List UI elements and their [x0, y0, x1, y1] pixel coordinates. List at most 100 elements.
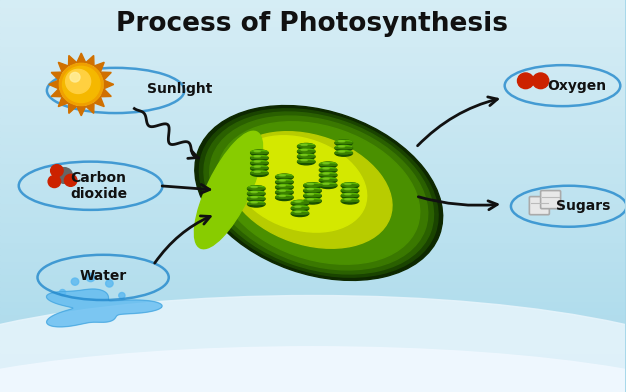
Circle shape — [533, 73, 549, 89]
Bar — [0, 333, 625, 340]
Ellipse shape — [335, 145, 352, 151]
Bar — [0, 26, 625, 33]
Ellipse shape — [339, 141, 345, 142]
Ellipse shape — [251, 171, 267, 174]
Ellipse shape — [345, 183, 351, 185]
Bar — [0, 170, 625, 176]
Ellipse shape — [298, 144, 314, 147]
Bar — [0, 98, 625, 105]
Text: Carbon
dioxide: Carbon dioxide — [70, 171, 127, 201]
Circle shape — [56, 168, 73, 183]
Ellipse shape — [341, 198, 359, 204]
Ellipse shape — [301, 160, 307, 161]
Ellipse shape — [342, 193, 358, 196]
Bar — [0, 274, 625, 281]
Ellipse shape — [319, 169, 337, 171]
Circle shape — [66, 69, 91, 93]
Ellipse shape — [291, 211, 309, 216]
Ellipse shape — [319, 162, 337, 168]
Ellipse shape — [0, 347, 626, 392]
Bar — [0, 59, 625, 65]
Ellipse shape — [298, 159, 314, 162]
Bar — [0, 7, 625, 13]
Bar — [0, 144, 625, 150]
Bar — [0, 39, 625, 46]
Ellipse shape — [276, 174, 292, 178]
Ellipse shape — [292, 201, 308, 204]
Ellipse shape — [295, 211, 301, 212]
Ellipse shape — [275, 189, 293, 196]
Text: Sugars: Sugars — [557, 199, 610, 213]
Circle shape — [70, 73, 80, 82]
Ellipse shape — [275, 194, 293, 201]
Bar — [0, 196, 625, 203]
Circle shape — [64, 174, 77, 186]
FancyBboxPatch shape — [530, 197, 550, 215]
Ellipse shape — [250, 160, 268, 166]
Bar — [0, 105, 625, 111]
Ellipse shape — [276, 195, 292, 198]
Ellipse shape — [291, 202, 309, 204]
Circle shape — [51, 165, 63, 177]
Bar — [0, 222, 625, 229]
Ellipse shape — [335, 152, 352, 154]
Bar — [0, 85, 625, 91]
Ellipse shape — [254, 151, 260, 152]
Ellipse shape — [200, 109, 438, 277]
Bar — [0, 20, 625, 26]
Bar — [0, 242, 625, 248]
Ellipse shape — [247, 188, 265, 189]
Bar — [0, 183, 625, 189]
Ellipse shape — [342, 183, 358, 186]
Ellipse shape — [297, 145, 315, 147]
Bar — [0, 111, 625, 118]
Bar — [0, 346, 625, 353]
Ellipse shape — [297, 149, 315, 154]
Ellipse shape — [279, 175, 285, 176]
Bar — [0, 203, 625, 209]
Bar — [0, 235, 625, 242]
Ellipse shape — [323, 183, 329, 185]
Ellipse shape — [233, 136, 367, 232]
Circle shape — [106, 280, 113, 287]
Ellipse shape — [301, 154, 307, 156]
Ellipse shape — [319, 185, 337, 186]
Ellipse shape — [319, 164, 337, 165]
Ellipse shape — [297, 154, 315, 160]
Ellipse shape — [251, 161, 267, 163]
Polygon shape — [101, 89, 111, 97]
Ellipse shape — [342, 198, 358, 201]
Ellipse shape — [204, 112, 433, 274]
Ellipse shape — [298, 154, 314, 157]
Ellipse shape — [227, 132, 392, 248]
Ellipse shape — [341, 190, 359, 191]
Ellipse shape — [291, 212, 309, 214]
Bar — [0, 52, 625, 59]
Bar — [0, 301, 625, 307]
Ellipse shape — [319, 172, 337, 178]
Polygon shape — [58, 97, 68, 107]
Ellipse shape — [0, 296, 626, 392]
Ellipse shape — [247, 201, 265, 207]
Ellipse shape — [320, 162, 336, 165]
Ellipse shape — [341, 188, 359, 194]
Ellipse shape — [248, 201, 264, 205]
Ellipse shape — [276, 180, 292, 183]
Ellipse shape — [341, 193, 359, 199]
Ellipse shape — [250, 171, 268, 176]
Ellipse shape — [292, 211, 308, 214]
Ellipse shape — [319, 174, 337, 176]
Text: Water: Water — [80, 269, 126, 283]
Ellipse shape — [345, 194, 351, 195]
Bar — [0, 0, 625, 7]
Ellipse shape — [335, 147, 352, 149]
Polygon shape — [68, 103, 76, 113]
Ellipse shape — [304, 188, 321, 191]
FancyBboxPatch shape — [541, 191, 561, 209]
Bar — [0, 366, 625, 372]
Ellipse shape — [297, 156, 315, 157]
Ellipse shape — [339, 151, 345, 152]
Ellipse shape — [339, 146, 345, 147]
Ellipse shape — [298, 149, 314, 152]
Ellipse shape — [292, 206, 308, 209]
